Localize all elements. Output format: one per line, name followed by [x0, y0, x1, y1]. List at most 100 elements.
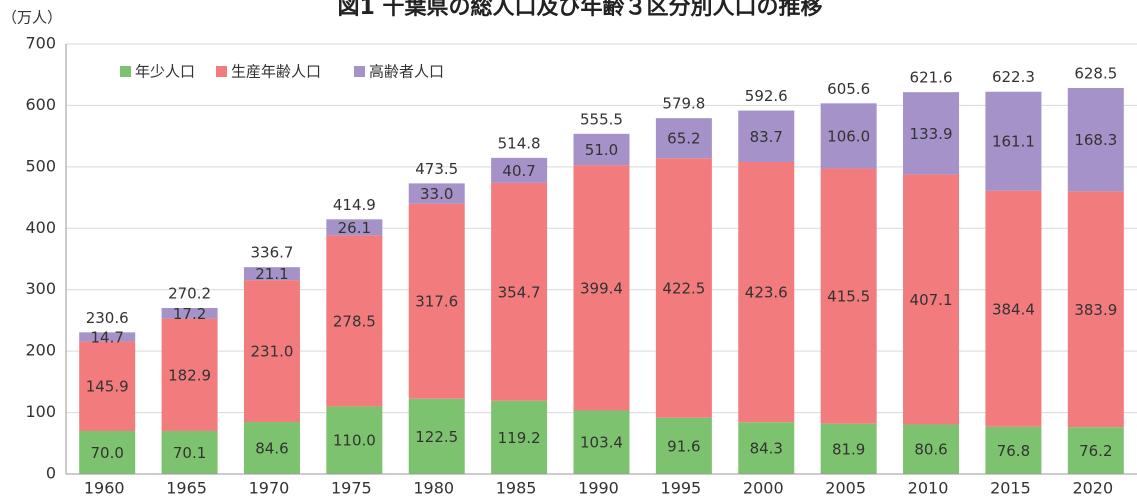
bar-segment	[1067, 191, 1124, 428]
x-tick-label: 1995	[661, 479, 702, 497]
data-label: 70.1	[173, 444, 206, 462]
bar-segment	[491, 400, 548, 474]
data-label: 317.6	[415, 293, 458, 311]
data-label: 76.8	[997, 442, 1030, 460]
bar-segment	[408, 183, 465, 204]
bar-segment	[326, 406, 383, 474]
data-label: 76.2	[1079, 442, 1112, 460]
x-tick-label: 1990	[578, 479, 619, 497]
bar-segment	[79, 431, 136, 474]
x-tick-label: 1970	[249, 479, 290, 497]
bar-segment	[655, 417, 712, 474]
y-tick-label: 200	[25, 341, 56, 360]
total-label: 270.2	[168, 285, 211, 303]
y-tick-label: 0	[46, 464, 56, 483]
bar-segment	[985, 426, 1042, 474]
x-tick-label: 1975	[331, 479, 372, 497]
data-label: 119.2	[498, 429, 541, 447]
bar-segment	[408, 398, 465, 474]
y-tick-label: 100	[25, 402, 56, 421]
total-label: 230.6	[86, 309, 129, 327]
y-tick-label: 500	[25, 156, 56, 175]
legend-swatch	[354, 66, 365, 77]
bar-segment	[985, 91, 1042, 191]
total-label: 555.5	[580, 110, 623, 128]
bar-segment	[326, 235, 383, 407]
data-label: 21.1	[255, 265, 288, 283]
total-label: 621.6	[910, 69, 953, 87]
y-axis-label: （万人）	[2, 9, 62, 27]
x-tick-label: 2000	[743, 479, 784, 497]
bar-segment	[655, 158, 712, 418]
bar-segment	[79, 332, 136, 342]
x-tick-label: 1980	[413, 479, 454, 497]
bar-segment	[243, 280, 300, 423]
total-label: 592.6	[745, 87, 788, 105]
data-label: 103.4	[580, 434, 623, 452]
legend-swatch	[120, 66, 131, 77]
bar-segment	[738, 162, 795, 423]
data-label: 354.7	[498, 283, 541, 301]
data-label: 383.9	[1074, 301, 1117, 319]
total-label: 473.5	[415, 160, 458, 178]
data-label: 161.1	[992, 133, 1035, 151]
total-label: 622.3	[992, 68, 1035, 86]
data-label: 84.3	[750, 440, 783, 458]
data-label: 65.2	[667, 130, 700, 148]
bar-segment	[491, 182, 548, 401]
total-label: 414.9	[333, 196, 376, 214]
y-tick-label: 600	[25, 95, 56, 114]
data-label: 83.7	[750, 128, 783, 146]
x-tick-label: 1965	[166, 479, 207, 497]
legend-label: 生産年齢人口	[231, 63, 321, 81]
data-label: 14.7	[90, 328, 123, 346]
data-label: 91.6	[667, 437, 700, 455]
x-tick-label: 1960	[84, 479, 125, 497]
bar-segment	[491, 157, 548, 183]
bar-segment	[903, 424, 960, 474]
bar-segment	[161, 308, 218, 319]
data-label: 26.1	[338, 219, 371, 237]
data-label: 399.4	[580, 279, 623, 297]
total-label: 628.5	[1074, 64, 1117, 82]
x-tick-label: 2020	[1072, 479, 1113, 497]
total-label: 336.7	[250, 244, 293, 262]
total-label: 605.6	[827, 80, 870, 98]
bar-segment	[985, 190, 1042, 427]
data-label: 122.5	[415, 428, 458, 446]
bar-segment	[243, 422, 300, 474]
bar-segment	[79, 341, 136, 431]
y-tick-label: 400	[25, 218, 56, 237]
bar-segment	[161, 318, 218, 431]
bar-segment	[655, 118, 712, 159]
bar-segment	[820, 103, 877, 169]
total-label: 579.8	[662, 95, 705, 113]
data-label: 423.6	[745, 284, 788, 302]
legend-swatch	[216, 66, 227, 77]
data-label: 407.1	[910, 291, 953, 309]
data-label: 133.9	[910, 125, 953, 143]
bar-segment	[1067, 427, 1124, 474]
data-label: 110.0	[333, 432, 376, 450]
data-label: 145.9	[86, 378, 129, 396]
data-label: 70.0	[90, 444, 123, 462]
y-tick-label: 700	[25, 34, 56, 53]
bar-segment	[1067, 87, 1124, 192]
data-label: 422.5	[662, 279, 705, 297]
data-label: 168.3	[1074, 131, 1117, 149]
data-label: 106.0	[827, 127, 870, 145]
bar-segment	[326, 219, 383, 236]
bar-segment	[408, 203, 465, 399]
data-label: 33.0	[420, 185, 453, 203]
bar-segment	[820, 168, 877, 424]
legend-label: 高齢者人口	[369, 63, 444, 81]
data-label: 51.0	[585, 141, 618, 159]
bar-segment	[161, 430, 218, 474]
total-label: 514.8	[498, 134, 541, 152]
x-tick-label: 1985	[496, 479, 537, 497]
legend-label: 年少人口	[135, 63, 195, 81]
bar-segment	[738, 422, 795, 474]
data-label: 84.6	[255, 440, 288, 458]
x-tick-label: 2015	[990, 479, 1031, 497]
